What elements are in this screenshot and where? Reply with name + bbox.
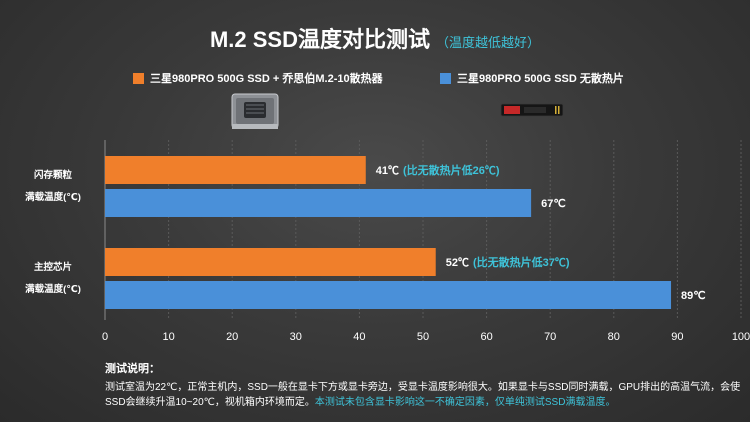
ssd-image [500,103,564,117]
bar-bare-0 [105,189,532,217]
bar-value-label: 41℃ (比无散热片低26℃) [376,163,500,177]
bar-bare-1 [105,281,672,309]
x-tick-label: 100 [732,331,750,343]
category-label-line: 满载温度(℃) [25,283,81,295]
category-label-line: 闪存颗粒 [33,169,72,181]
x-tick-label: 10 [162,331,174,343]
category-label: 主控芯片满载温度(℃) [8,257,98,301]
legend-item-heatsink: 三星980PRO 500G SSD + 乔思伯M.2-10散热器 [133,70,383,86]
bar-heatsink-0 [105,156,366,184]
legend-swatch-blue [440,72,451,84]
legend-swatch-orange [133,72,144,84]
bar-value-label: 89℃ [681,290,706,302]
x-tick-label: 20 [226,331,238,343]
chart-subtitle: （温度越低越好） [436,35,541,50]
heatsink-image [231,93,279,129]
chart-title: M.2 SSD温度对比测试 [209,27,430,52]
notes-body: 测试室温为22℃，正常主机内，SSD一般在显卡下方或显卡旁边，受显卡温度影响很大… [105,380,745,410]
notes-highlight: 本测试未包含显卡影响这一不确定因素，仅单纯测试SSD满载温度。 [314,397,616,408]
notes-section: 测试说明： 测试室温为22℃，正常主机内，SSD一般在显卡下方或显卡旁边，受显卡… [105,360,745,410]
category-label: 闪存颗粒满载温度(℃) [8,165,98,209]
x-tick-label: 70 [544,331,556,343]
x-tick-label: 0 [102,331,108,343]
notes-title: 测试说明： [105,363,160,375]
legend-label-bare: 三星980PRO 500G SSD 无散热片 [457,73,624,85]
legend-label-heatsink: 三星980PRO 500G SSD + 乔思伯M.2-10散热器 [150,73,383,85]
x-tick-label: 50 [417,331,429,343]
legend-item-bare: 三星980PRO 500G SSD 无散热片 [440,70,624,86]
bar-value-label: 52℃ (比无散热片低37℃) [446,255,570,269]
x-tick-label: 80 [608,331,620,343]
bar-value-label: 67℃ [541,198,566,210]
category-label-line: 主控芯片 [33,261,72,273]
chart-title-row: M.2 SSD温度对比测试 （温度越低越好） [0,22,750,54]
x-tick-label: 90 [671,331,683,343]
x-tick-label: 40 [353,331,365,343]
x-tick-label: 60 [480,331,492,343]
notes-text: 测试室温为22℃，正常主机内，SSD一般在显卡下方或显卡旁边，受显卡温度影响很大… [105,382,741,408]
x-axis-ticks: 0 10 20 30 40 50 60 70 80 90 100 [102,331,750,343]
x-tick-label: 30 [290,331,302,343]
bar-heatsink-1 [105,248,436,276]
bars: 41℃ (比无散热片低26℃) 52℃ (比无散热片低37℃) 67℃ 89℃ [105,156,706,309]
category-label-line: 满载温度(℃) [25,191,81,203]
